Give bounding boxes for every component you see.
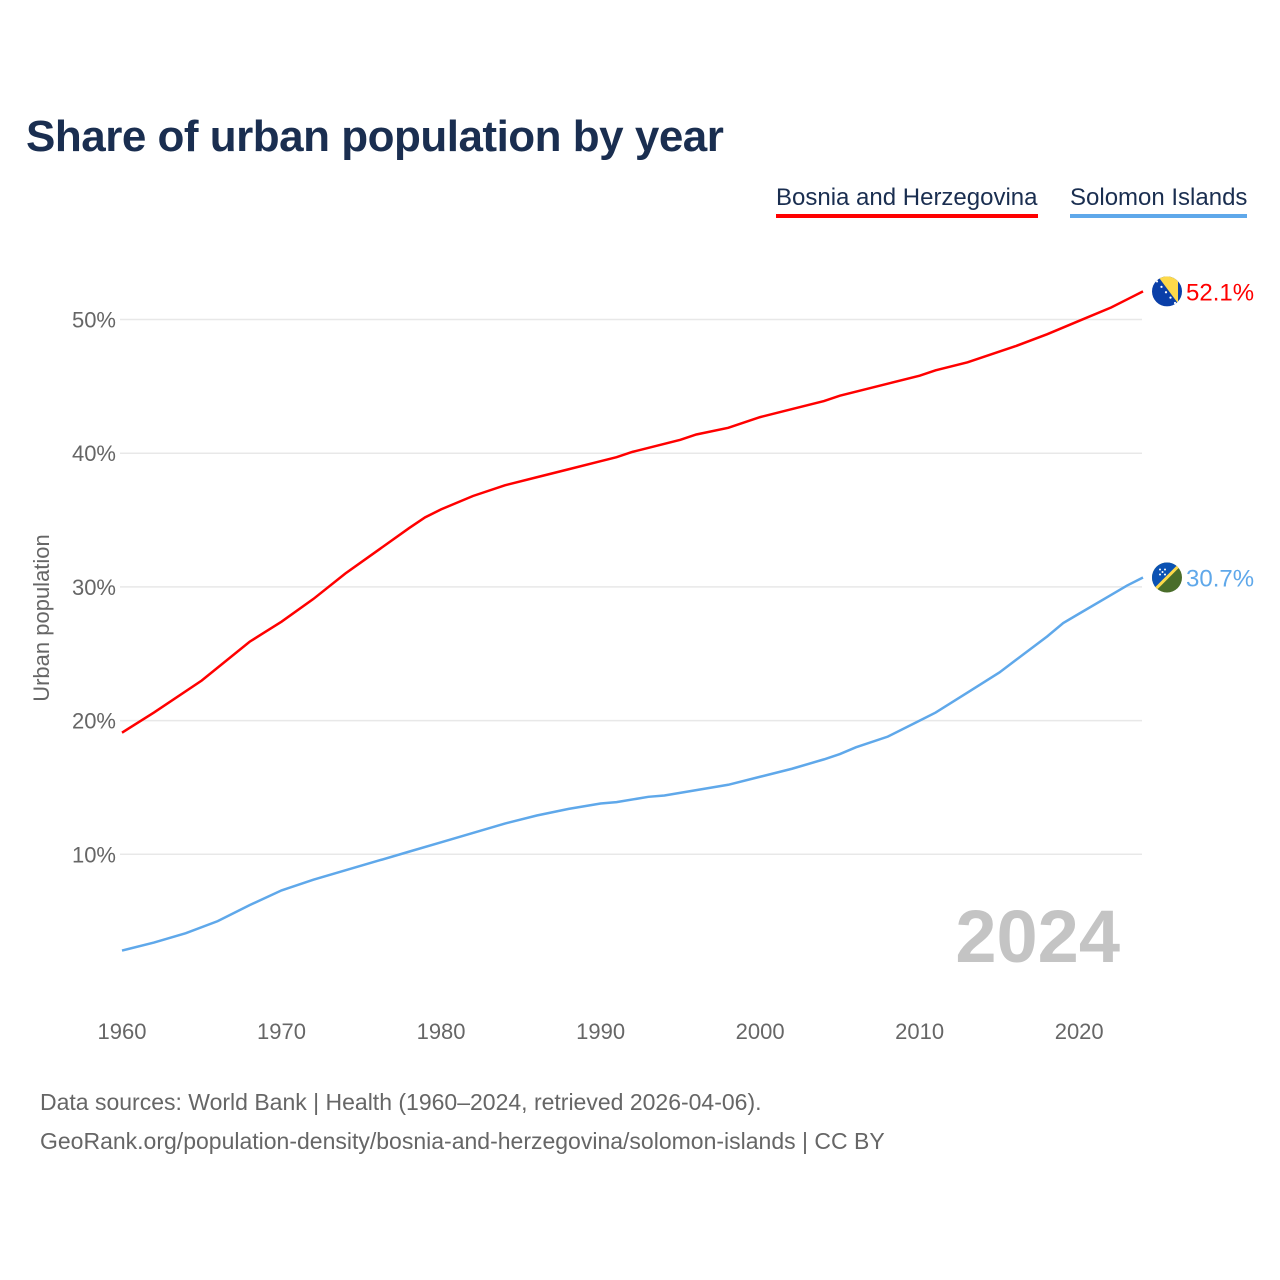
x-tick-label: 1990 [576, 1019, 625, 1044]
x-tick-label: 1970 [257, 1019, 306, 1044]
flag-star [1160, 285, 1163, 288]
x-tick-label: 1980 [417, 1019, 466, 1044]
flag-star [1169, 296, 1172, 299]
series-line-solomon-islands [121, 576, 1144, 952]
y-tick-label: 40% [72, 441, 116, 466]
flag-star [1159, 568, 1161, 571]
y-tick-label: 20% [72, 709, 116, 734]
chart-title: Share of urban population by year [26, 112, 724, 161]
y-tick-label: 10% [72, 842, 116, 867]
source-link[interactable]: GeoRank.org/population-density/bosnia-an… [40, 1128, 885, 1154]
flag [1152, 276, 1182, 307]
x-tick-label: 2020 [1055, 1019, 1104, 1044]
flag-star [1164, 573, 1166, 576]
bosnia-flag-icon [1152, 276, 1182, 307]
flag-star [1159, 573, 1161, 576]
flag [1152, 562, 1182, 593]
solomon-islands-flag-icon [1152, 562, 1182, 593]
end-value-label: 52.1% [1186, 279, 1254, 306]
source-text: Data sources: World Bank | Health (1960–… [40, 1089, 762, 1115]
year-watermark: 2024 [955, 895, 1120, 978]
x-tick-label: 2000 [736, 1019, 785, 1044]
y-tick-label: 50% [72, 308, 116, 333]
flag-star [1164, 291, 1168, 294]
flag-star [1155, 280, 1159, 283]
flag-triangle [1158, 276, 1178, 304]
x-tick-label: 2010 [895, 1019, 944, 1044]
flag-stripe [1152, 562, 1182, 593]
flag-star [1173, 301, 1177, 305]
y-tick-label: 30% [72, 575, 116, 600]
flag-star [1161, 571, 1164, 574]
x-tick-label: 1960 [98, 1019, 147, 1044]
flag-star [1164, 568, 1166, 571]
series-line-bosnia [121, 290, 1144, 734]
legend-item-solomon-islands[interactable]: Solomon Islands [1070, 184, 1248, 218]
legend-item-bosnia[interactable]: Bosnia and Herzegovina [776, 184, 1038, 218]
end-value-label: 30.7% [1186, 566, 1254, 593]
